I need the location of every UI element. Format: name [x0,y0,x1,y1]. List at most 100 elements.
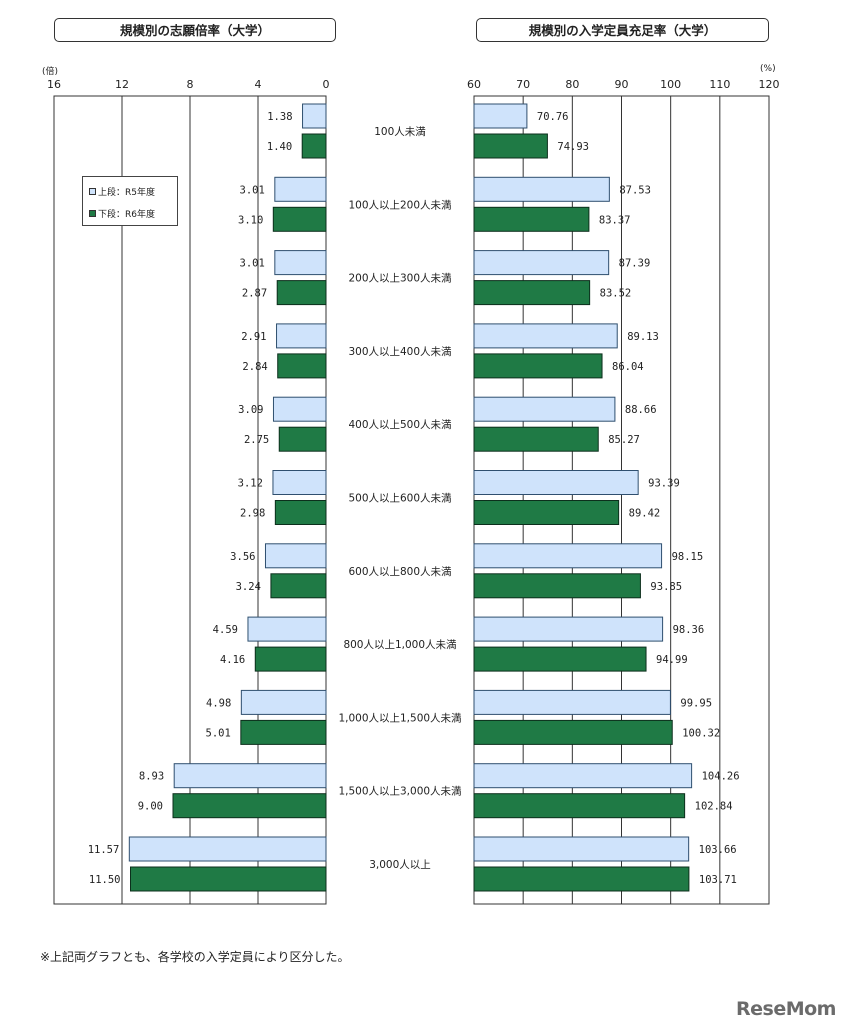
right-tick-label: 110 [709,78,730,91]
right-value-label-r6: 83.52 [600,288,632,300]
right-value-label-r5: 70.76 [537,111,569,123]
category-label: 600人以上800人未満 [348,566,452,578]
right-bar-r5 [473,836,690,862]
right-bar-r6 [473,280,591,306]
category-label: 500人以上600人未満 [348,493,452,505]
left-value-label-r6: 2.98 [240,508,265,520]
left-value-label-r5: 3.01 [240,184,265,196]
left-tick-label: 16 [47,78,61,91]
left-value-label-r6: 3.10 [238,214,263,226]
category-label: 300人以上400人未満 [348,346,452,358]
left-tick-label: 0 [323,78,330,91]
right-chart-title: 規模別の入学定員充足率（大学） [476,18,769,42]
legend-item-r6: 下段：R6年度 [89,207,155,220]
right-bar-r6 [473,793,686,819]
right-tick-label: 70 [516,78,530,91]
right-value-label-r6: 86.04 [612,361,644,373]
right-bar-r6 [473,500,620,525]
left-value-label-r6: 9.00 [138,801,163,813]
left-value-label-r6: 2.75 [244,434,269,446]
right-value-label-r6: 94.99 [656,654,688,666]
left-value-label-r6: 11.50 [89,874,121,886]
category-label: 100人未満 [374,126,426,138]
legend: 上段：R5年度 下段：R6年度 [82,176,178,226]
left-value-label-r6: 4.16 [220,654,245,666]
left-unit-label: (倍) [42,67,59,77]
right-bar-r6 [473,353,603,379]
category-label: 1,500人以上3,000人未満 [338,786,462,798]
left-value-label-r6: 1.40 [267,141,292,153]
right-value-label-r6: 100.32 [682,727,720,739]
right-value-label-r5: 87.53 [619,184,651,196]
left-bar-r6 [130,866,327,892]
right-bar-r5 [473,176,610,202]
right-bar-r5 [473,470,639,495]
resemom-logo: ReseMom [736,998,836,1020]
right-unit-label: (%) [760,64,776,74]
left-value-label-r5: 1.38 [267,111,292,123]
right-value-label-r5: 99.95 [680,697,712,709]
category-label: 3,000人以上 [369,859,431,871]
category-label: 100人以上200人未満 [348,199,452,211]
left-value-label-r5: 3.56 [230,551,255,563]
left-tick-label: 4 [255,78,262,91]
category-label: 800人以上1,000人未満 [343,639,457,651]
right-bar-r6 [473,573,641,599]
left-bar-r6 [240,719,327,745]
right-value-label-r6: 103.71 [699,874,737,886]
category-label: 1,000人以上1,500人未満 [338,712,462,724]
right-value-label-r5: 89.13 [627,331,659,343]
left-bar-r6 [277,353,327,379]
left-value-label-r5: 4.98 [206,697,231,709]
left-tick-label: 8 [187,78,194,91]
left-value-label-r5: 11.57 [88,844,120,856]
left-bar-r5 [240,689,327,715]
left-value-label-r6: 2.84 [242,361,267,373]
right-bar-r6 [473,426,599,452]
legend-label-r5: 上段：R5年度 [98,188,155,198]
left-bar-r6 [270,573,327,599]
right-value-label-r6: 83.37 [599,214,631,226]
left-value-label-r5: 4.59 [213,624,238,636]
right-bar-r6 [473,866,690,892]
bar-charts-svg: 16 12 8 4 0 60 70 80 90 100 110 120 100人未満 1.38 70.76 1… [47,78,780,905]
left-bar-r6 [172,793,327,819]
right-bar-r6 [473,719,673,745]
right-bar-r6 [473,133,548,159]
left-value-label-r6: 2.87 [242,288,267,300]
right-bar-r5 [473,103,528,129]
right-bar-r5 [473,396,616,422]
right-bar-r6 [473,646,647,672]
left-value-label-r5: 3.09 [238,404,263,416]
right-bar-r5 [473,250,610,276]
left-value-label-r6: 5.01 [206,727,231,739]
left-bar-r5 [274,176,327,202]
right-bar-r5 [473,689,671,715]
right-bar-r5 [473,543,663,569]
left-bar-r6 [274,500,327,525]
left-bar-r5 [302,103,327,129]
right-value-label-r6: 102.84 [695,801,733,813]
left-value-label-r5: 2.91 [241,331,266,343]
right-value-label-r6: 74.93 [557,141,589,153]
left-value-label-r5: 3.01 [240,258,265,270]
left-value-label-r5: 8.93 [139,771,164,783]
right-tick-label: 100 [660,78,681,91]
left-bar-r5 [272,470,327,495]
left-bar-r5 [173,763,327,789]
right-value-label-r5: 103.66 [699,844,737,856]
right-tick-label: 120 [759,78,780,91]
left-bar-r5 [264,543,327,569]
left-bar-r6 [278,426,327,452]
right-tick-label: 60 [467,78,481,91]
right-bar-r5 [473,763,693,789]
legend-swatch-r6 [89,210,96,217]
category-label: 400人以上500人未満 [348,419,452,431]
right-value-label-r6: 89.42 [629,508,661,520]
left-value-label-r6: 3.24 [236,581,261,593]
left-bar-r5 [276,323,327,349]
left-tick-label: 12 [115,78,129,91]
left-bar-r6 [272,206,327,232]
left-chart-title: 規模別の志願倍率（大学） [54,18,336,42]
